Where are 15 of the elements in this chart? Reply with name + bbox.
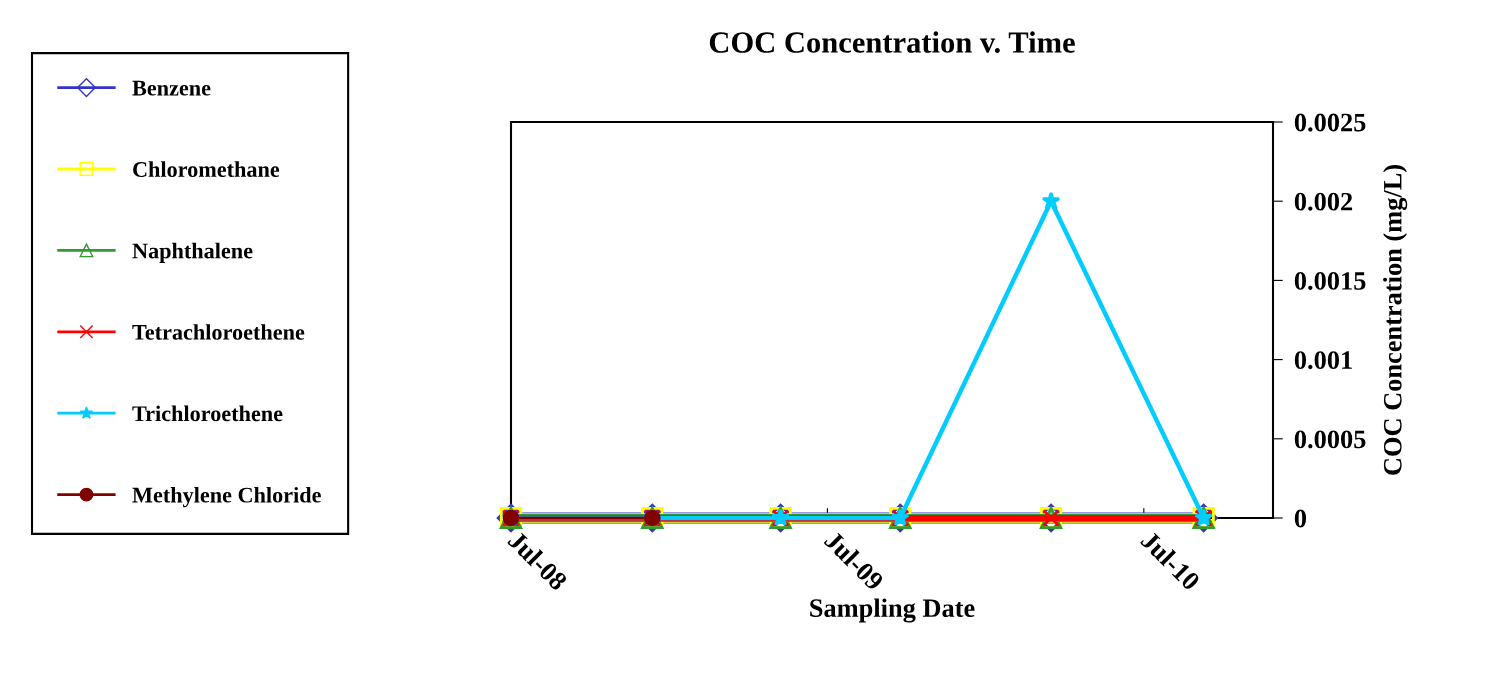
- legend-label: Chloromethane: [133, 161, 280, 177]
- legend-label: Methylene Chloride: [132, 486, 321, 508]
- legend-label: Tetrachloroethene: [132, 324, 305, 340]
- y-tick-label: 0.002: [1294, 192, 1353, 211]
- chart-title: COC Concentration v. Time: [709, 31, 1075, 53]
- legend-label: Naphthalene: [132, 242, 253, 263]
- x-axis-title: Sampling Date: [810, 598, 975, 623]
- y-tick-label: 0.0025: [1294, 113, 1366, 132]
- y-tick-label: 0.001: [1294, 351, 1352, 370]
- y-axis-title: COC Concentration (mg/L): [1383, 165, 1408, 475]
- legend-label: Trichloroethene: [132, 405, 283, 422]
- legend-label: Benzene: [132, 80, 211, 96]
- y-tick-label: 0: [1294, 509, 1307, 528]
- y-tick-label: 0.0005: [1294, 430, 1366, 449]
- y-tick-label: 0.0015: [1294, 272, 1366, 290]
